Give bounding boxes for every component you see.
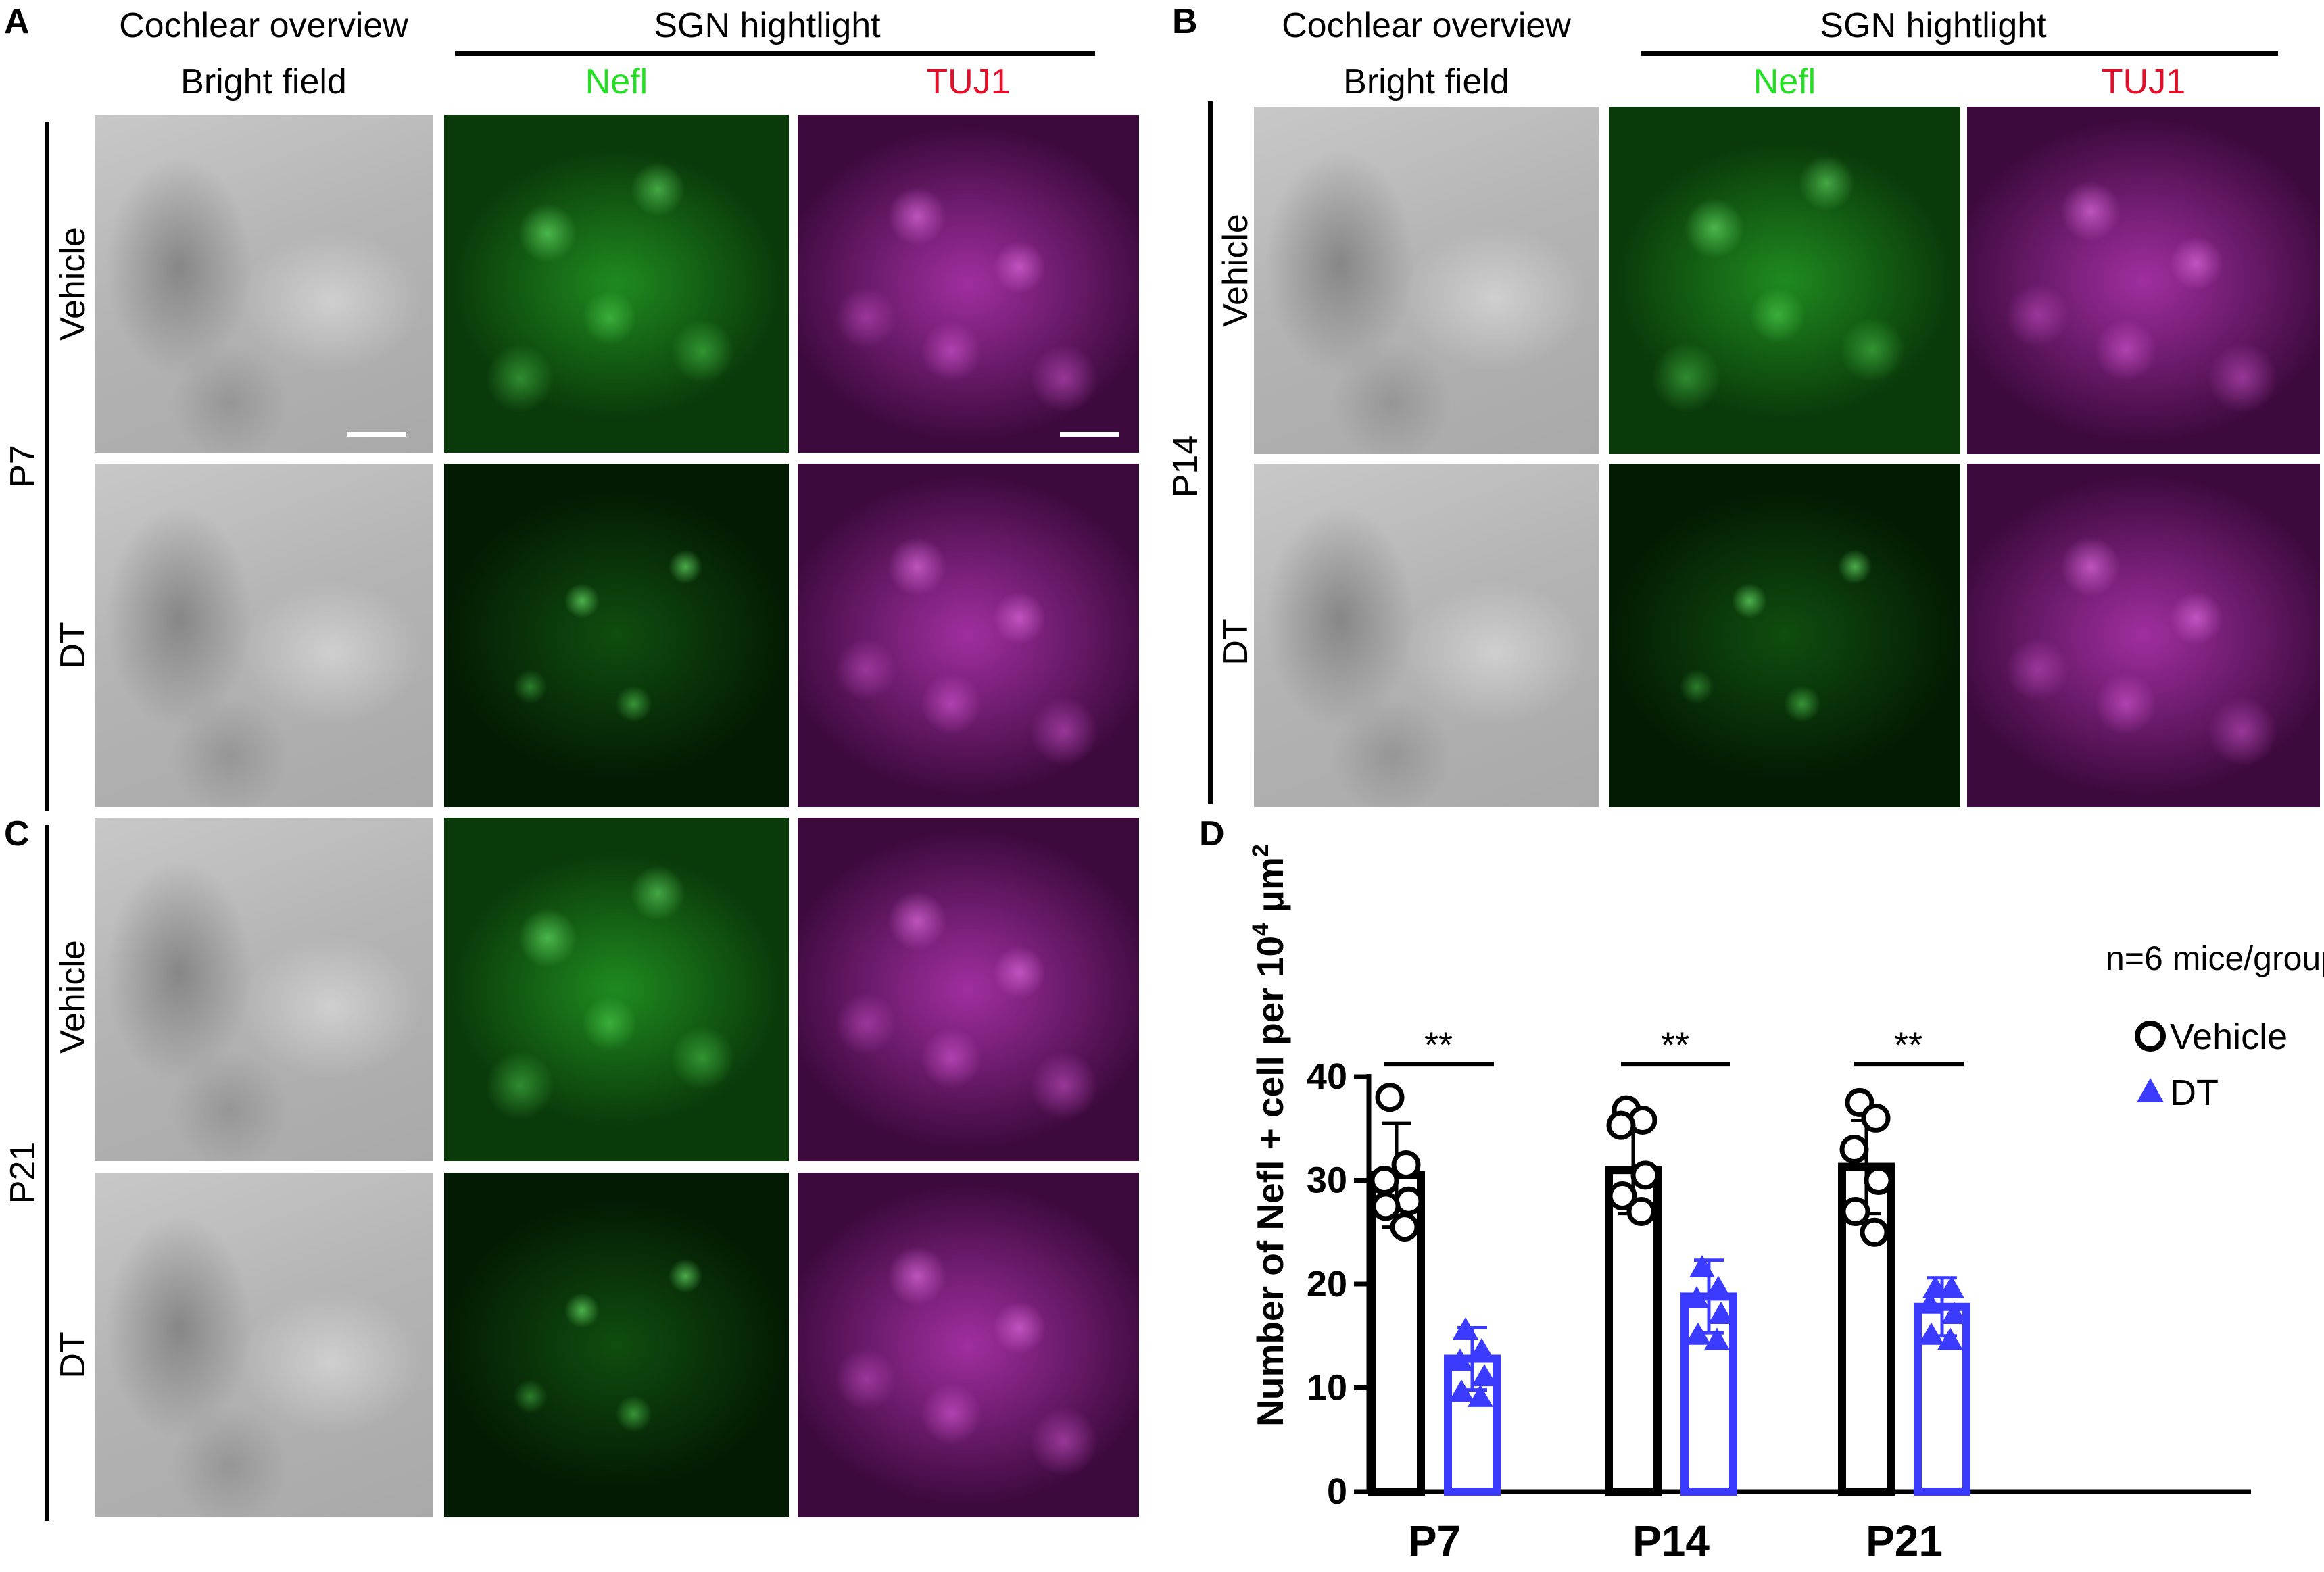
y-tick-label: 10 (1307, 1368, 1347, 1408)
vehicle-data-point (1860, 1217, 1889, 1247)
panel-c-age-label: P21 (3, 1141, 43, 1204)
vehicle-data-point (1390, 1212, 1420, 1242)
panel-a-dt-brightfield-image (95, 464, 433, 807)
panel-b-vehicle-tuj1-image (1967, 107, 2320, 454)
panel-b-overview-header: Cochlear overview (1282, 6, 1571, 45)
dt-data-point (1937, 1327, 1963, 1350)
panel-b-age-bracket (1208, 101, 1213, 804)
y-tick-label: 40 (1307, 1056, 1347, 1097)
n-annotation: n=6 mice/group (2106, 939, 2324, 977)
panel-a-dt-nefl-image (444, 464, 789, 807)
panel-a-dt-tuj1-image (798, 464, 1139, 807)
vehicle-data-point (1861, 1103, 1891, 1133)
y-tick-label: 0 (1327, 1471, 1347, 1512)
scale-bar (347, 432, 406, 437)
panel-c-vehicle-nefl-image (444, 818, 789, 1161)
panel-c-vehicle-brightfield-image (95, 818, 433, 1161)
panel-a-age-bracket (45, 122, 49, 811)
panel-c-dt-nefl-image (444, 1173, 789, 1517)
panel-b-vehicle-brightfield-image (1254, 107, 1599, 454)
legend-vehicle-marker (2135, 1021, 2166, 1052)
panel-a-sgn-header: SGN hightlight (654, 6, 881, 45)
dt-data-point (1447, 1348, 1473, 1371)
significance-marker: ** (1661, 1025, 1689, 1066)
significance-marker: ** (1894, 1025, 1922, 1066)
panel-b-letter: B (1172, 2, 1198, 41)
panel-c-dt-brightfield-image (95, 1173, 433, 1517)
dt-data-point (1708, 1302, 1734, 1325)
x-category-label: P7 (1408, 1517, 1461, 1565)
panel-b-tuj1-label: TUJ1 (2101, 62, 2186, 101)
panel-c-row-vehicle-label: Vehicle (53, 940, 93, 1054)
panel-a-letter: A (4, 2, 30, 41)
panel-a-vehicle-brightfield-image (95, 115, 433, 453)
dt-data-point (1939, 1275, 1964, 1298)
panel-c-letter: C (4, 814, 30, 854)
panel-b-sgn-header: SGN hightlight (1820, 6, 2047, 45)
panel-a-overview-header: Cochlear overview (119, 6, 408, 45)
panel-c-dt-tuj1-image (798, 1173, 1139, 1517)
vehicle-data-point (1394, 1186, 1424, 1216)
vehicle-data-point (1839, 1134, 1869, 1164)
legend-dt-label: DT (2170, 1073, 2219, 1113)
panel-d-letter: D (1199, 814, 1225, 854)
panel-b-age-label: P14 (1166, 435, 1205, 498)
dt-data-point (1922, 1275, 1948, 1298)
dt-data-point (1453, 1317, 1478, 1340)
panel-b-row-vehicle-label: Vehicle (1216, 214, 1255, 327)
dt-data-point (1941, 1302, 1967, 1325)
vehicle-data-point (1371, 1192, 1401, 1221)
y-tick-label: 20 (1307, 1264, 1347, 1304)
vehicle-data-point (1630, 1160, 1660, 1190)
panel-b-row-dt-label: DT (1216, 618, 1255, 666)
dt-data-point (1468, 1384, 1493, 1407)
panel-a-row-dt-label: DT (53, 622, 93, 669)
vehicle-data-point (1607, 1181, 1637, 1211)
dt-data-point (1917, 1291, 1943, 1314)
panel-a-vehicle-nefl-image (444, 115, 789, 453)
panel-c-row-dt-label: DT (53, 1331, 93, 1379)
vehicle-data-point (1841, 1197, 1870, 1227)
panel-a-tuj1-label: TUJ1 (926, 62, 1011, 101)
dt-data-point (1689, 1254, 1715, 1277)
vehicle-data-point (1606, 1110, 1636, 1140)
panel-c-age-bracket (45, 825, 49, 1521)
nefl-count-bar-chart: 0 10 20 30 40 ** P7 ** P14 ** P21 Number of Nefl +… (1248, 844, 2324, 1565)
panel-c-vehicle-tuj1-image (798, 818, 1139, 1161)
panel-a-sgn-rule (455, 51, 1095, 56)
dt-data-point (1472, 1364, 1497, 1387)
panel-a-row-vehicle-label: Vehicle (53, 227, 93, 341)
y-axis-label: Number of Nefl + cell per 104 μm2 (1248, 844, 1291, 1427)
panel-b-dt-nefl-image (1609, 464, 1960, 807)
panel-b-dt-tuj1-image (1967, 464, 2320, 807)
scale-bar (1060, 432, 1119, 437)
vehicle-data-point (1375, 1083, 1405, 1112)
legend-vehicle-label: Vehicle (2170, 1016, 2287, 1057)
dt-data-point (1684, 1286, 1710, 1309)
dt-data-point (1704, 1327, 1730, 1350)
x-category-label: P21 (1866, 1517, 1943, 1565)
dt-data-point (1705, 1275, 1731, 1298)
x-category-label: P14 (1632, 1517, 1710, 1565)
panel-a-age-label: P7 (3, 445, 43, 488)
vehicle-data-point (1391, 1150, 1421, 1179)
panel-b-sgn-rule (1641, 51, 2278, 56)
dt-data-point (1469, 1337, 1495, 1360)
legend-dt-marker (2137, 1078, 2164, 1102)
vehicle-data-point (1626, 1197, 1656, 1227)
significance-marker: ** (1424, 1025, 1453, 1066)
dt-data-point (1685, 1322, 1711, 1345)
panel-a-vehicle-tuj1-image (798, 115, 1139, 453)
vehicle-data-point (1864, 1166, 1893, 1195)
panel-b-vehicle-nefl-image (1609, 107, 1960, 454)
vehicle-data-point (1370, 1166, 1399, 1195)
dt-data-point (1449, 1379, 1474, 1402)
panel-a-nefl-label: Nefl (585, 62, 648, 101)
dt-data-point (1918, 1322, 1944, 1345)
panel-b-nefl-label: Nefl (1753, 62, 1816, 101)
panel-b-brightfield-label: Bright field (1343, 62, 1509, 101)
y-tick-label: 30 (1307, 1160, 1347, 1201)
panel-b-dt-brightfield-image (1254, 464, 1599, 807)
panel-a-brightfield-label: Bright field (180, 62, 347, 101)
